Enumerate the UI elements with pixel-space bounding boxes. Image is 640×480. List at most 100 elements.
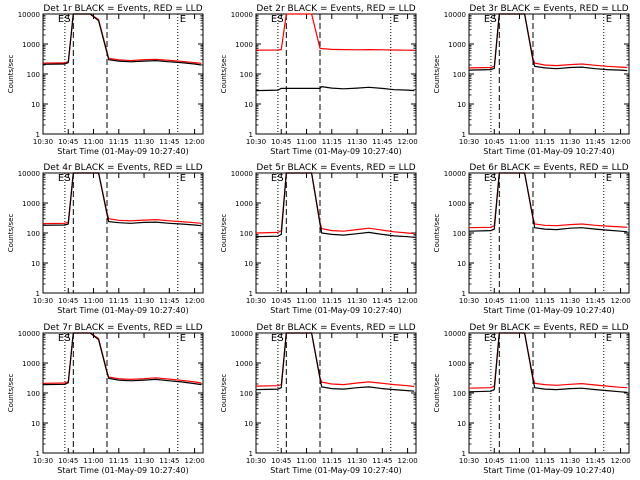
marker-label-s: S [64,333,70,344]
x-tick-label: 10:30 [246,138,266,146]
x-axis-label: Start Time (01-May-09 10:27:40) [270,466,401,475]
x-tick-label: 11:00 [83,297,103,305]
x-tick-label: 11:45 [585,138,605,146]
y-tick-label: 10 [457,101,466,109]
marker-label-e-right: E [393,173,399,184]
x-tick-label: 11:30 [134,138,154,146]
y-tick-label: 100 [240,230,253,238]
panel-title: Det 9r BLACK = Events, RED = LLD [469,323,628,333]
plot-frame [42,332,204,454]
series-line-black [255,332,415,392]
x-tick-label: 12:00 [397,457,417,465]
series-line-black [468,172,628,233]
y-tick-label: 1 [36,290,40,298]
x-tick-label: 12:00 [184,457,204,465]
y-tick-label: 10 [31,260,40,268]
x-tick-label: 11:45 [372,457,392,465]
panel-title: Det 3r BLACK = Events, RED = LLD [469,4,628,14]
x-tick-label: 11:15 [109,297,129,305]
y-tick-label: 100 [453,71,466,79]
marker-label-e-left: E [271,14,277,25]
x-tick-label: 11:30 [347,138,367,146]
x-tick-label: 11:00 [296,297,316,305]
x-tick-label: 12:00 [397,138,417,146]
y-tick-label: 1 [249,131,253,139]
y-tick-label: 10000 [18,11,40,19]
x-tick-label: 11:15 [535,457,555,465]
x-tick-label: 11:15 [322,138,342,146]
detector-panel-6: Det 6r BLACK = Events, RED = LLD Counts/s… [433,163,631,315]
marker-label-e-right: E [393,333,399,344]
x-axis-label: Start Time (01-May-09 10:27:40) [270,147,401,156]
x-tick-label: 10:45 [271,297,291,305]
y-tick-label: 100 [453,390,466,398]
marker-label-e-right: E [606,333,612,344]
y-tick-label: 10 [457,420,466,428]
x-tick-label: 11:45 [159,297,179,305]
x-tick-label: 11:00 [509,297,529,305]
y-tick-label: 1000 [448,200,466,208]
x-tick-label: 11:15 [535,297,555,305]
y-axis-label: Counts/sec [7,214,15,253]
y-tick-label: 10 [31,420,40,428]
plot-frame [255,332,417,454]
x-tick-label: 10:30 [459,297,479,305]
x-tick-label: 10:30 [33,457,53,465]
y-axis-label: Counts/sec [220,55,228,94]
y-axis-label: Counts/sec [220,374,228,413]
y-tick-label: 10 [244,420,253,428]
y-tick-label: 1 [462,290,466,298]
marker-label-e-right: E [180,173,186,184]
x-tick-label: 11:30 [347,457,367,465]
detector-panel-3: Det 3r BLACK = Events, RED = LLD Counts/s… [433,4,631,156]
x-tick-label: 10:45 [58,138,78,146]
detector-panel-5: Det 5r BLACK = Events, RED = LLD Counts/s… [220,163,418,315]
y-tick-label: 10 [244,260,253,268]
x-tick-label: 10:45 [271,457,291,465]
x-tick-label: 11:45 [372,297,392,305]
plot-frame [42,13,204,135]
detector-panel-1: Det 1r BLACK = Events, RED = LLD Counts/s… [7,4,205,156]
y-tick-label: 1000 [22,200,40,208]
marker-label-e-left: E [58,14,64,25]
x-tick-label: 11:15 [322,297,342,305]
x-tick-label: 10:45 [484,297,504,305]
x-tick-label: 12:00 [184,297,204,305]
marker-label-e-left: E [271,333,277,344]
marker-label-s: S [490,14,496,25]
y-tick-label: 100 [240,390,253,398]
x-tick-label: 11:45 [585,297,605,305]
y-tick-label: 1 [249,450,253,458]
y-tick-label: 1 [462,450,466,458]
x-axis-label: Start Time (01-May-09 10:27:40) [57,306,188,315]
series-line-black [255,85,415,92]
x-tick-label: 10:30 [33,138,53,146]
plot-frame [255,13,417,135]
x-tick-label: 11:30 [134,457,154,465]
y-tick-label: 100 [27,71,40,79]
marker-label-e-left: E [271,173,277,184]
y-tick-label: 10000 [231,330,253,338]
y-tick-label: 10000 [444,170,466,178]
x-tick-label: 11:30 [134,297,154,305]
x-tick-label: 11:30 [347,297,367,305]
y-tick-label: 1000 [235,200,253,208]
x-tick-label: 11:15 [535,138,555,146]
x-tick-label: 10:45 [484,457,504,465]
y-tick-label: 1 [462,131,466,139]
x-tick-label: 10:30 [246,297,266,305]
marker-label-s: S [490,333,496,344]
marker-label-e-right: E [606,173,612,184]
panel-title: Det 6r BLACK = Events, RED = LLD [469,163,628,173]
plot-frame [468,172,630,294]
panel-title: Det 2r BLACK = Events, RED = LLD [256,4,415,14]
panel-title: Det 1r BLACK = Events, RED = LLD [43,4,202,14]
x-tick-label: 11:00 [509,457,529,465]
detector-panel-4: Det 4r BLACK = Events, RED = LLD Counts/s… [7,163,205,315]
marker-label-e-left: E [484,14,490,25]
x-tick-label: 11:00 [296,457,316,465]
x-tick-label: 10:30 [246,457,266,465]
x-axis-label: Start Time (01-May-09 10:27:40) [483,306,614,315]
marker-label-s: S [64,173,70,184]
x-tick-label: 11:00 [83,457,103,465]
